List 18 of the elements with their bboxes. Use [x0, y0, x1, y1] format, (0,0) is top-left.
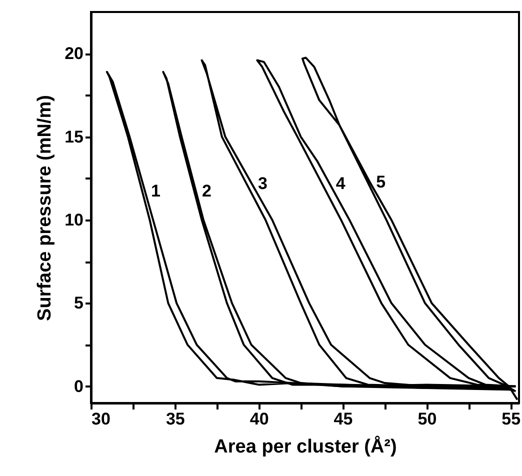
x-tick-label: 35: [166, 410, 185, 428]
y-tick-label: 0: [74, 376, 84, 396]
y-tick-label: 5: [74, 294, 84, 313]
series-label: 1: [151, 181, 160, 200]
y-tick-label: 15: [64, 127, 84, 146]
x-tick-label: 30: [92, 410, 110, 428]
y-axis-title: Surface pressure (mN/m): [34, 95, 56, 321]
series-label: 4: [336, 174, 346, 194]
y-tick-label: 20: [64, 44, 84, 64]
x-tick-label: 50: [418, 410, 437, 428]
x-tick-label: 40: [250, 410, 269, 428]
series-label: 2: [202, 181, 212, 200]
y-tick-label: 10: [64, 210, 84, 230]
series-label: 3: [258, 174, 268, 194]
series-label: 5: [376, 172, 386, 192]
x-tick-label: 55: [502, 410, 521, 428]
x-axis-title: Area per cluster (Å²): [214, 436, 397, 458]
x-tick-label: 45: [334, 410, 353, 428]
